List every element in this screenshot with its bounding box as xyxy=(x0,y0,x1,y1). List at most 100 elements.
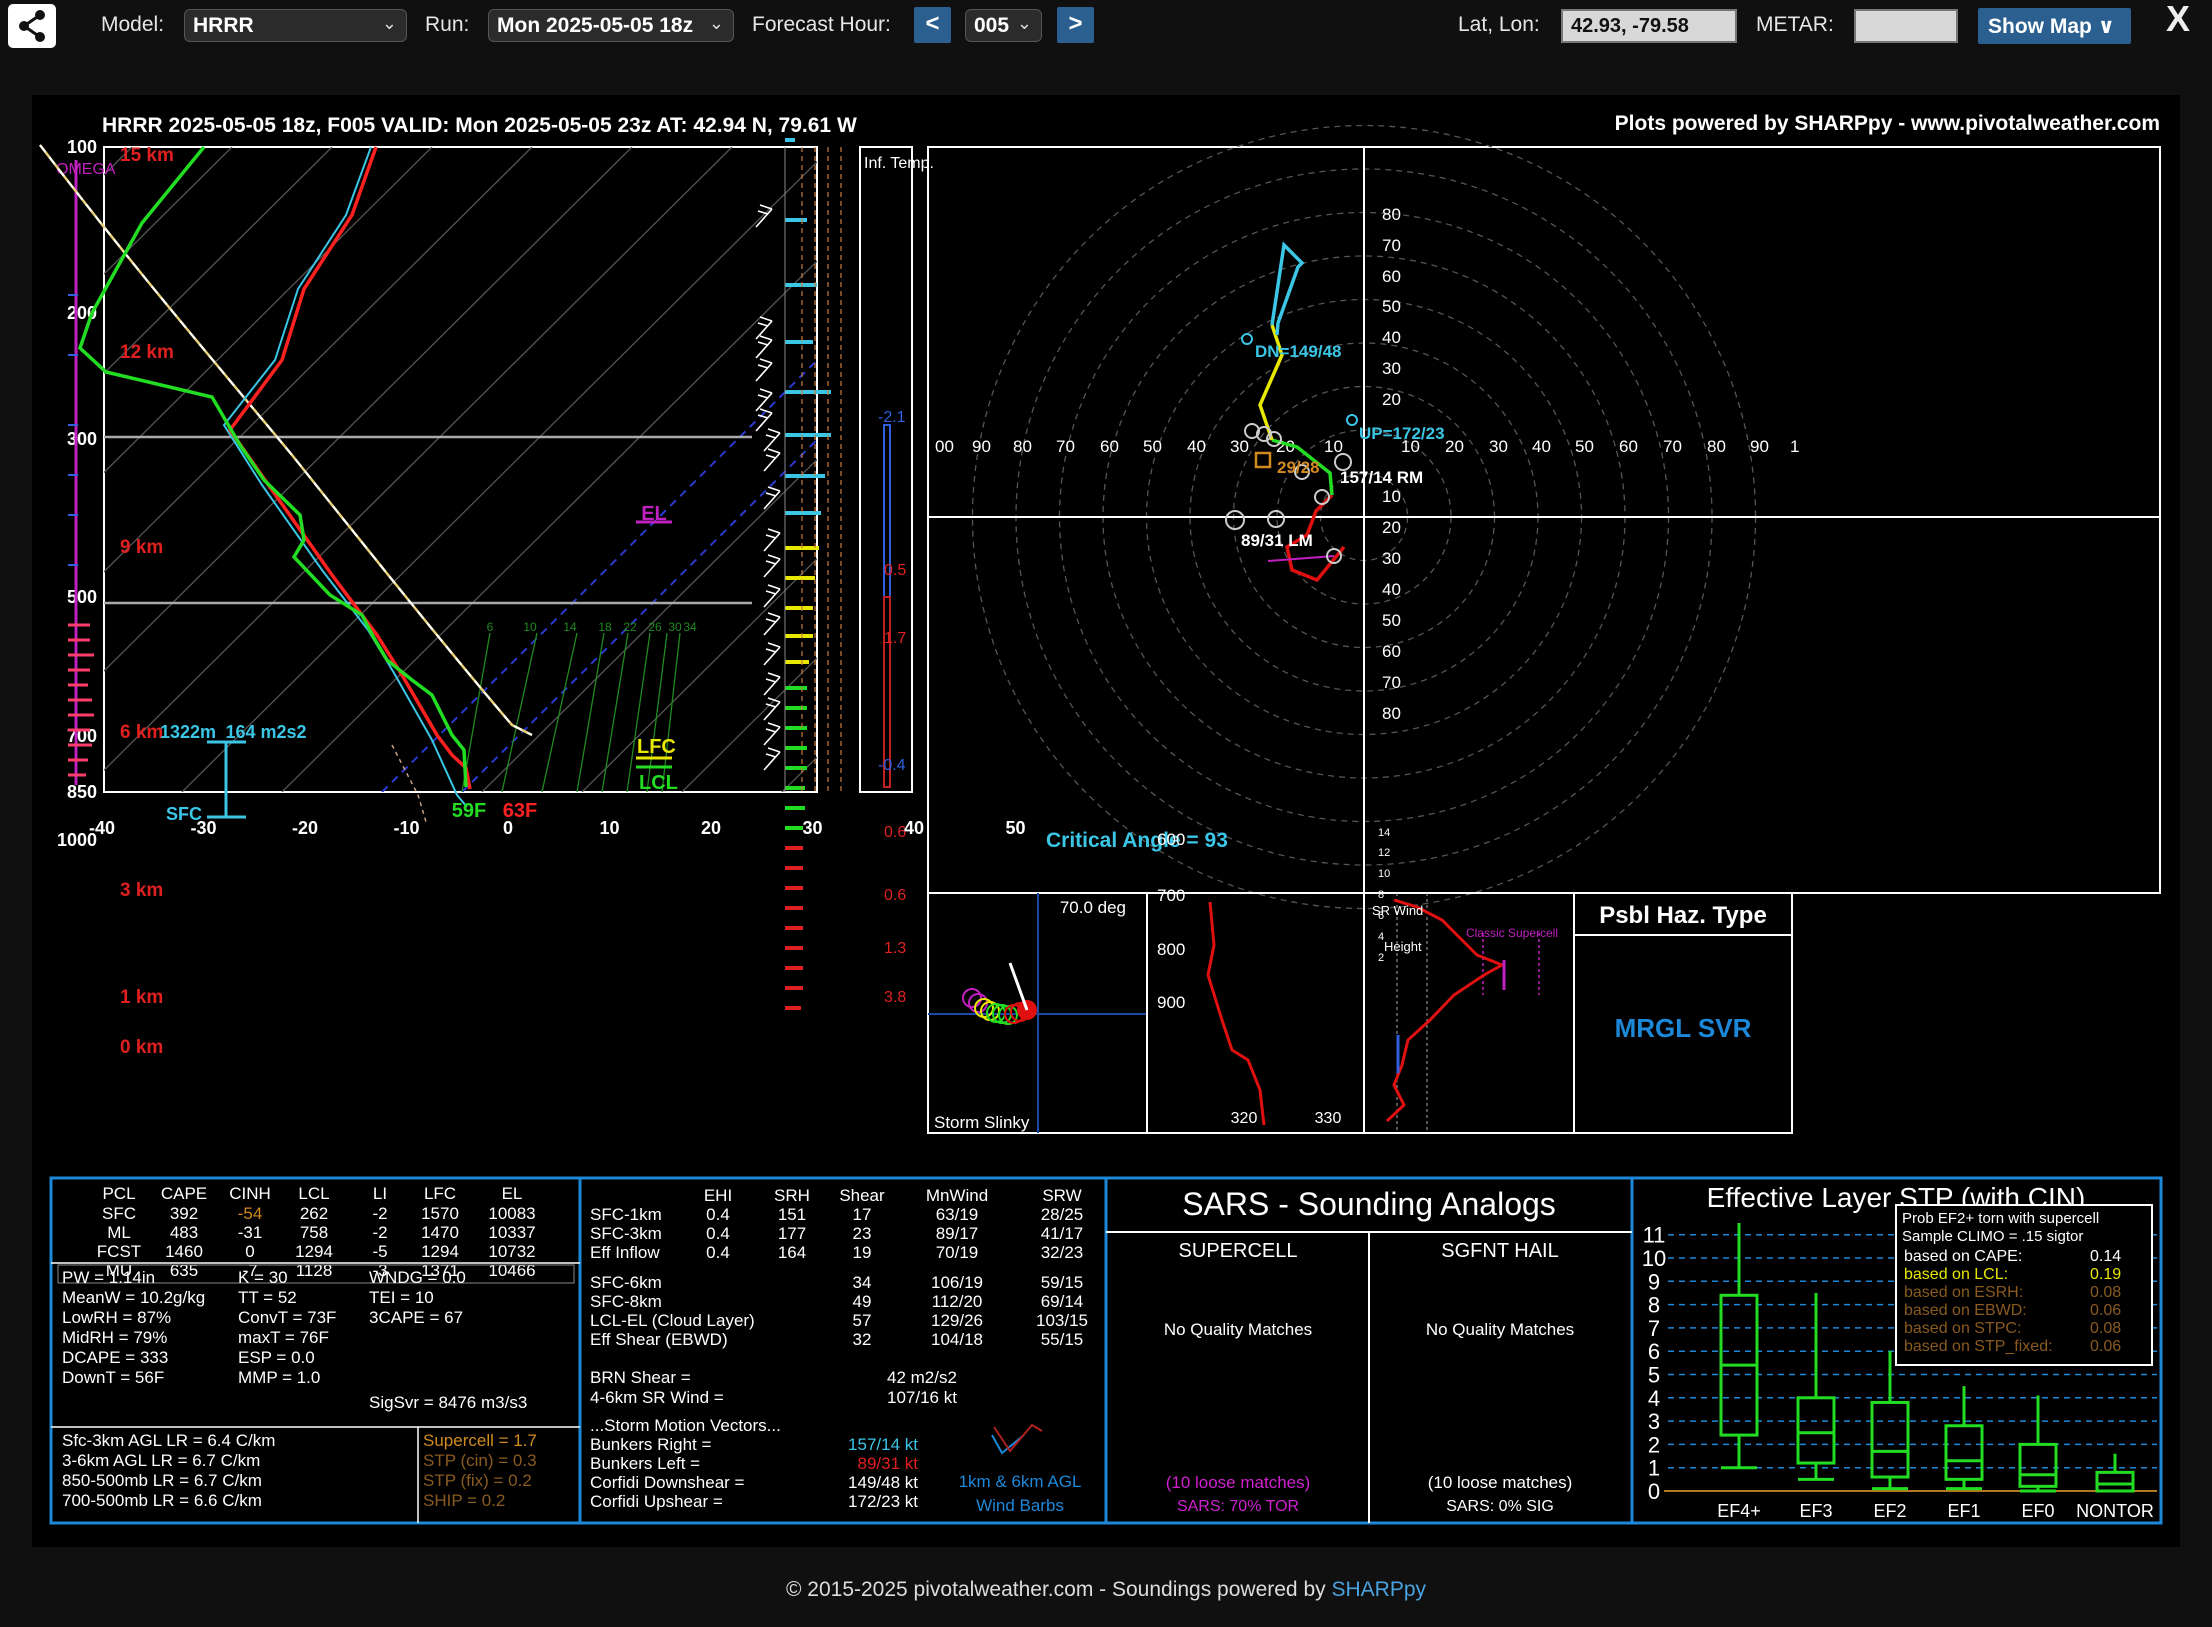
inferred-temp-bar-2 xyxy=(883,596,891,788)
close-button[interactable]: X xyxy=(2166,0,2191,39)
inferred-temp-title: Inf. Temp. xyxy=(864,155,934,172)
hodograph-x-label: 1 xyxy=(1790,437,1799,456)
storm-motion-title: ...Storm Motion Vectors... xyxy=(590,1416,781,1435)
bunkers-left-label: 89/31 LM xyxy=(1241,531,1313,550)
parcel-trace-yellow xyxy=(39,144,533,737)
kinematic-cell: 129/26 xyxy=(931,1311,983,1330)
inferred-temp-value: 1.7 xyxy=(884,630,906,647)
stp-legend-label: based on EBWD: xyxy=(1904,1302,2027,1319)
metar-label: METAR: xyxy=(1756,13,1834,36)
parcel-header: CINH xyxy=(229,1184,271,1203)
theta-pressure-label: 800 xyxy=(1157,940,1185,959)
share-button[interactable] xyxy=(8,4,56,48)
stp-y-tick: 10 xyxy=(1642,1246,1666,1271)
stp-legend-value: 0.19 xyxy=(2090,1266,2121,1283)
footer-sharppy-link[interactable]: SHARPpy xyxy=(1331,1578,1426,1601)
latlon-input[interactable]: 42.93, -79.58 xyxy=(1561,9,1737,43)
minus20-isotherm xyxy=(461,438,817,792)
stp-y-tick: 5 xyxy=(1648,1363,1660,1388)
parcel-cell: SFC xyxy=(102,1204,136,1223)
kinematic-cell: 63/19 xyxy=(936,1205,979,1224)
theta-pressure-label: 900 xyxy=(1157,993,1185,1012)
latlon-label: Lat, Lon: xyxy=(1458,13,1540,36)
stp-category: NONTOR xyxy=(2076,1501,2154,1521)
bunkers-right-label: 157/14 RM xyxy=(1340,468,1423,487)
run-value: Mon 2025-05-05 18z xyxy=(497,14,694,37)
chevron-down-icon: ⌄ xyxy=(708,13,724,33)
hodograph-x-label: 80 xyxy=(1707,437,1726,456)
parcel-header: LFC xyxy=(424,1184,456,1203)
chevron-down-icon: ∨ xyxy=(2097,15,2115,38)
eff-inflow-srh: 164 m2s2 xyxy=(225,722,306,742)
storm-motion-label: Corfidi Upshear = xyxy=(590,1492,723,1511)
kinematic-barb-1km xyxy=(991,1434,1025,1455)
storm-motion-value: 89/31 kt xyxy=(858,1454,919,1473)
stp-legend-label: based on LCL: xyxy=(1904,1266,2008,1283)
wind-barb xyxy=(763,554,781,578)
mixing-ratio-label: 10 xyxy=(523,620,537,634)
stp-y-tick: 4 xyxy=(1648,1386,1660,1411)
parcel-cell: ML xyxy=(107,1223,131,1242)
sars-hail-loose: (10 loose matches) xyxy=(1428,1473,1573,1492)
hazard-title: Psbl Haz. Type xyxy=(1599,902,1767,929)
hodograph-trace-green xyxy=(1271,438,1334,496)
parcel-cell: -2 xyxy=(372,1204,387,1223)
inferred-temp-label: Inf. Temp. xyxy=(864,155,934,172)
parcel-cell: 10732 xyxy=(488,1242,535,1261)
temperature-tick: -20 xyxy=(292,818,318,838)
parcel-cell: 1128 xyxy=(296,1261,333,1280)
parcel-cell: FCST xyxy=(97,1242,141,1261)
stp-y-tick: 6 xyxy=(1648,1339,1660,1364)
parcel-cell: 10337 xyxy=(488,1223,535,1242)
next-hour-button[interactable]: > xyxy=(1057,7,1094,43)
sr-wind-label: 4-6km SR Wind = xyxy=(590,1388,724,1407)
lapse-rates: Sfc-3km AGL LR = 6.4 C/km3-6km AGL LR = … xyxy=(62,1431,275,1510)
metar-input[interactable] xyxy=(1854,9,1958,43)
kinematic-row-label: LCL-EL (Cloud Layer) xyxy=(590,1311,755,1330)
mu-row-highlight xyxy=(57,1264,575,1284)
index-value: 3CAPE = 67 xyxy=(369,1308,463,1327)
stp-y-tick: 0 xyxy=(1648,1479,1660,1504)
composite-value: Supercell = 1.7 xyxy=(423,1431,537,1450)
lapse-rate: 850-500mb LR = 6.7 C/km xyxy=(62,1471,262,1490)
critical-angle-label: Critical Angle = 93 xyxy=(1046,829,1228,852)
kinematic-cell: 49 xyxy=(853,1292,872,1311)
kinematic-cell: 0.4 xyxy=(706,1224,730,1243)
footer: © 2015-2025 pivotalweather.com - Soundin… xyxy=(0,1578,2212,1602)
hodograph-x-label: 40 xyxy=(1187,437,1206,456)
index-value: MMP = 1.0 xyxy=(238,1368,320,1387)
sars-hail-msg: No Quality Matches xyxy=(1426,1320,1574,1339)
run-label: Run: xyxy=(425,13,470,36)
isotherm-lines xyxy=(104,147,817,792)
storm-motion-value: 172/23 kt xyxy=(848,1492,918,1511)
sars-supercell-msg: No Quality Matches xyxy=(1164,1320,1312,1339)
hodograph-x-label: 00 xyxy=(935,437,954,456)
hodograph-x-label: 90 xyxy=(972,437,991,456)
hodograph-y-label: 20 xyxy=(1382,390,1401,409)
hodograph-x-label: 70 xyxy=(1663,437,1682,456)
show-map-button[interactable]: Show Map ∨ xyxy=(1978,8,2131,44)
kinematic-cell: 103/15 xyxy=(1036,1311,1088,1330)
model-select[interactable]: HRRR ⌄ xyxy=(184,9,407,42)
hodograph-x-labels: 00 90 80 70 60 50 40 30 20 10 10 20 30 40 50 60 70 80 90 1 xyxy=(935,437,1799,456)
forecast-hour-select[interactable]: 005 ⌄ xyxy=(965,9,1042,42)
stp-legend-value: 0.08 xyxy=(2090,1284,2121,1301)
sars-supercell-loose: (10 loose matches) xyxy=(1166,1473,1311,1492)
pressure-label: 500 xyxy=(67,587,97,607)
parcel-cell: 262 xyxy=(300,1204,328,1223)
stp-category: EF0 xyxy=(2021,1501,2054,1521)
kinematic-cell: 104/18 xyxy=(931,1330,983,1349)
kinematic-cell: 0.4 xyxy=(706,1205,730,1224)
sfc-temperature-label: 63F xyxy=(503,800,537,822)
parcel-header: PCL xyxy=(102,1184,135,1203)
kinematic-cell: 32 xyxy=(853,1330,872,1349)
stp-y-tick: 1 xyxy=(1648,1456,1660,1481)
sr-wind-level: 6 xyxy=(1378,910,1384,922)
storm-motion-label: Bunkers Right = xyxy=(590,1435,711,1454)
prev-hour-button[interactable]: < xyxy=(914,7,951,43)
sr-wind-level: 10 xyxy=(1378,868,1390,880)
index-value: ESP = 0.0 xyxy=(238,1348,315,1367)
hodograph-y-label: 70 xyxy=(1382,673,1401,692)
temperature-tick: -40 xyxy=(89,818,115,838)
run-select[interactable]: Mon 2025-05-05 18z ⌄ xyxy=(488,9,734,42)
